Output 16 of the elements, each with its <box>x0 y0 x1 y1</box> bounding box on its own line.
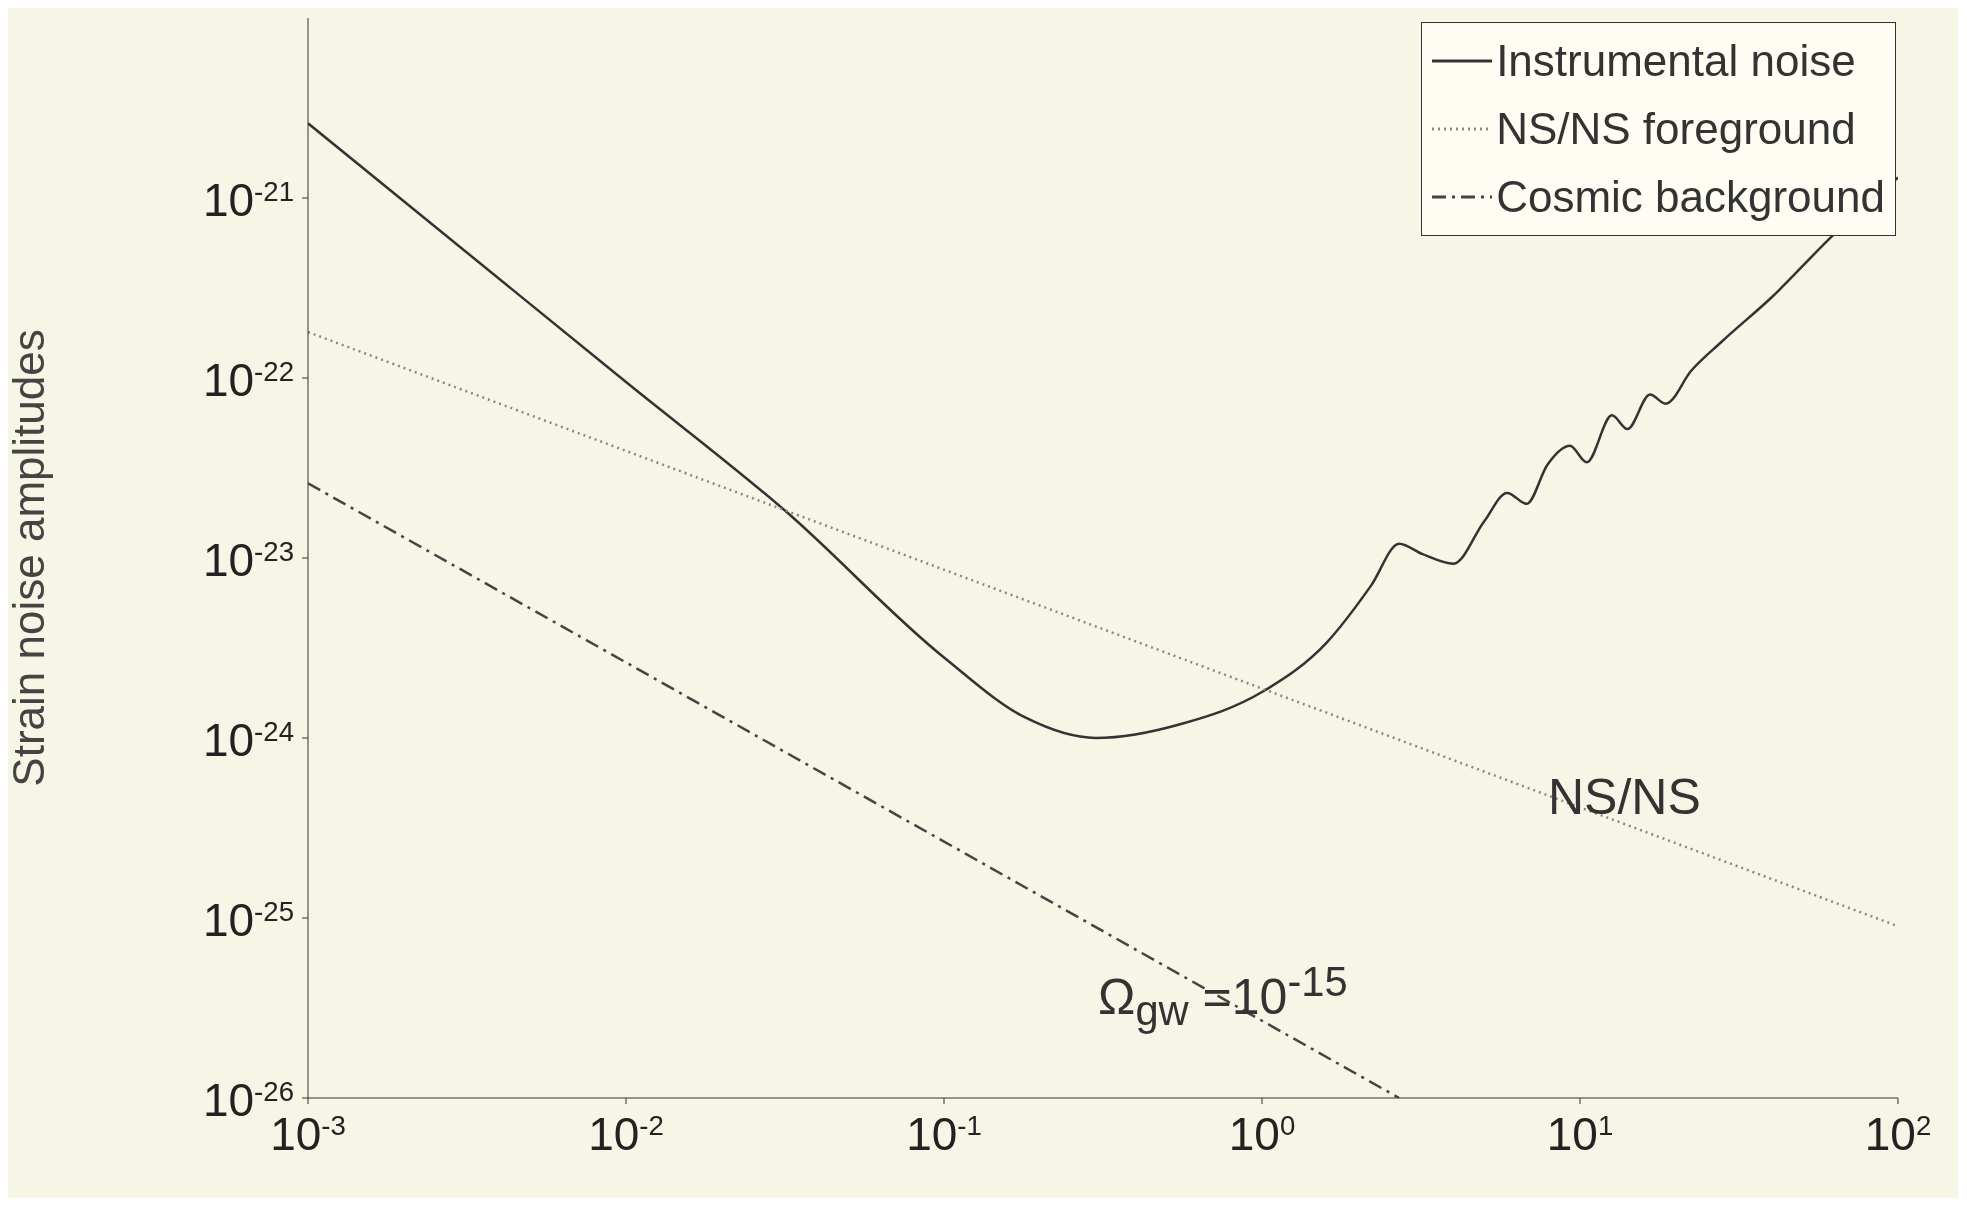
y-tick-label: 10$^{-25}$ <box>202 894 294 946</box>
x-tick-label: 10$^{1}$ <box>1546 1108 1614 1160</box>
annotation: Ω$_{gw}$ =10$^{-15}$ <box>1098 958 1348 1035</box>
y-tick-label: 10$^{-23}$ <box>202 534 294 586</box>
x-tick-label: 10$^{2}$ <box>1864 1108 1932 1160</box>
y-axis-title: Strain noise amplitudes <box>3 329 53 787</box>
annotation: NS/NS <box>1548 768 1701 826</box>
legend-label: NS/NS foreground <box>1496 104 1856 154</box>
y-tick-label: 10$^{-24}$ <box>202 714 294 766</box>
x-tick-label: 10$^{0}$ <box>1228 1108 1296 1160</box>
y-tick-label: 10$^{-22}$ <box>202 354 294 406</box>
y-tick-label: 10$^{-21}$ <box>202 174 294 226</box>
x-tick-label: 10$^{-2}$ <box>588 1108 664 1160</box>
legend-label: Instrumental noise <box>1496 36 1856 86</box>
legend-label: Cosmic background <box>1496 172 1885 222</box>
x-tick-label: 10$^{-1}$ <box>906 1108 982 1160</box>
